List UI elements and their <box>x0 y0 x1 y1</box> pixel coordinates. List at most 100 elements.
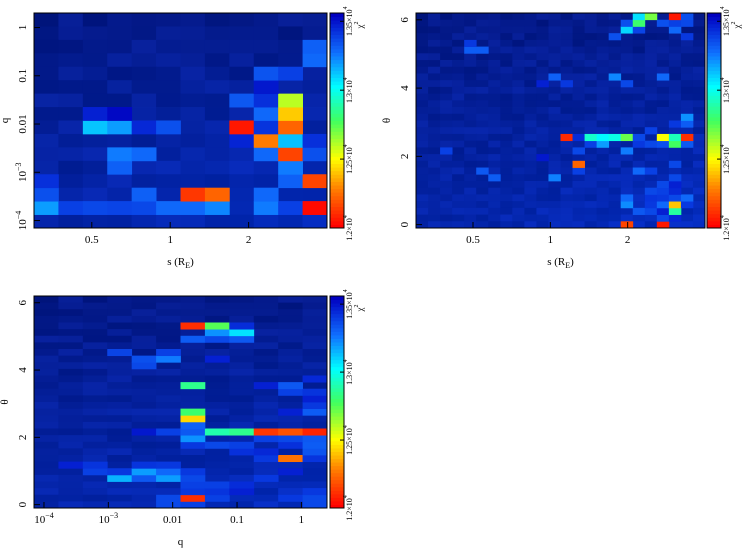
colorbar-step <box>330 188 344 193</box>
grid-cell <box>229 382 255 390</box>
heatmap-cell <box>278 147 303 162</box>
grid-cell <box>440 107 453 115</box>
grid-cell <box>302 13 328 27</box>
colorbar-step <box>330 320 344 325</box>
grid-cell <box>253 494 279 502</box>
grid-cell <box>156 335 181 343</box>
grid-cell <box>156 13 181 27</box>
grid-cell <box>644 120 658 128</box>
colorbar-step <box>330 224 344 229</box>
grid-cell <box>488 53 501 61</box>
x-tick-label: 1 <box>167 234 173 246</box>
colorbar-step <box>330 27 344 32</box>
grid-cell <box>680 107 694 115</box>
colorbar-step <box>707 167 721 172</box>
grid-cell <box>584 167 598 175</box>
grid-cell <box>278 80 303 95</box>
grid-cell <box>512 201 525 209</box>
grid-cell <box>500 221 513 229</box>
grid-cell <box>632 160 646 168</box>
grid-cell <box>107 441 133 449</box>
colorbar-step <box>330 338 344 343</box>
heatmap-cell <box>620 194 634 202</box>
colorbar-step <box>330 363 344 368</box>
grid-cell <box>229 296 255 304</box>
grid-cell <box>524 120 537 128</box>
colorbar-step <box>707 41 721 46</box>
grid-cell <box>34 147 59 162</box>
grid-cell <box>131 80 157 95</box>
grid-cell <box>82 382 108 390</box>
grid-cell <box>680 73 694 81</box>
grid-cell <box>107 13 133 27</box>
grid-cell <box>668 60 682 68</box>
grid-cell <box>536 107 549 115</box>
grid-cell <box>428 19 441 27</box>
data-cells <box>34 39 328 215</box>
grid-cell <box>512 174 525 182</box>
colorbar-step <box>330 63 344 68</box>
grid-cell <box>668 39 682 47</box>
y-tick-label: 2 <box>399 154 411 160</box>
heatmap-cell <box>180 488 206 496</box>
grid-cell <box>548 194 561 202</box>
grid-cell <box>500 60 513 68</box>
grid-cell <box>180 388 206 396</box>
grid-cell <box>131 488 157 496</box>
grid-cell <box>680 221 694 229</box>
heatmap-cell <box>204 488 230 496</box>
grid-cell <box>302 329 328 337</box>
grid-cell <box>58 488 84 496</box>
grid-cell <box>500 46 513 54</box>
grid-cell <box>488 107 501 115</box>
colorbar-step <box>330 387 344 392</box>
colorbar-step <box>330 366 344 371</box>
grid-cell <box>560 194 573 202</box>
grid-cell <box>156 53 181 68</box>
colorbar-step <box>330 202 344 207</box>
grid-cell <box>656 13 670 21</box>
grid-cell <box>488 13 501 21</box>
grid-cell <box>34 461 59 469</box>
grid-cell <box>204 133 230 148</box>
heatmap-cell <box>131 120 157 135</box>
grid-cell <box>584 73 598 81</box>
grid-cell <box>131 93 157 108</box>
grid-cell <box>131 375 157 383</box>
grid-cell <box>548 26 561 34</box>
grid-cell <box>536 73 549 81</box>
heatmap-cell <box>560 133 573 142</box>
grid-cell <box>584 66 598 74</box>
grid-cell <box>416 154 429 162</box>
colorbar-step <box>707 30 721 35</box>
grid-cell <box>204 80 230 95</box>
grid-cell <box>34 402 59 410</box>
colorbar-step <box>707 149 721 154</box>
grid-cell <box>572 33 585 41</box>
grid-cell <box>82 315 108 323</box>
heatmap-cell <box>204 187 230 202</box>
grid-cell <box>692 80 706 88</box>
grid-cell <box>524 154 537 162</box>
x-tick-label: 1 <box>299 514 305 526</box>
grid-cell <box>548 127 561 135</box>
grid-cell <box>500 140 513 148</box>
colorbar-step <box>330 303 344 308</box>
grid-cell <box>608 140 622 148</box>
colorbar-step <box>330 356 344 361</box>
grid-cell <box>548 100 561 108</box>
grid-cell <box>180 349 206 357</box>
colorbar-step <box>330 56 344 61</box>
grid-cell <box>692 113 706 121</box>
grid-cell <box>500 26 513 34</box>
grid-cell <box>668 80 682 88</box>
heatmap-cell <box>656 221 670 229</box>
grid-cell <box>416 86 429 95</box>
grid-cell <box>107 428 133 436</box>
heatmap-cell <box>680 33 694 41</box>
grid-cell <box>58 93 84 108</box>
grid-cell <box>82 349 108 357</box>
grid-cell <box>180 402 206 410</box>
grid-cell <box>58 435 84 443</box>
grid-cell <box>476 107 489 115</box>
